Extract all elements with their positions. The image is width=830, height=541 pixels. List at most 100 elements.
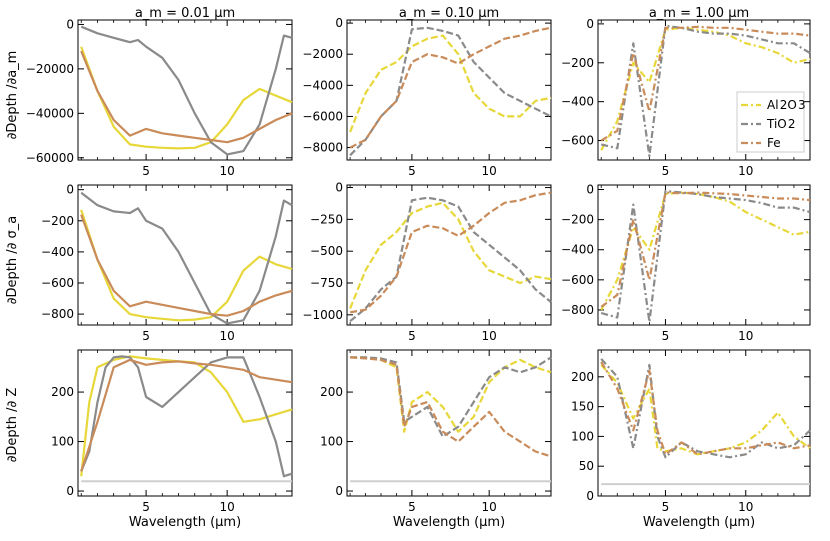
panel-r2c3-ytick-label: 0 (586, 183, 594, 197)
col-title-2: a_m = 0.10 μm (399, 6, 499, 21)
panel-r2c1-xtick-label: 5 (142, 329, 150, 343)
panel-r2c3-series-fe (600, 191, 811, 308)
panel-r1c3-xtick-label: 10 (738, 164, 753, 178)
panel-r1c1-ytick-label: 0 (66, 17, 74, 31)
panel-r2c1-ytick-label: −400 (41, 245, 74, 259)
panel-r1c2-ytick-label: −2000 (302, 47, 343, 61)
panel-r3c2-series-fe (350, 356, 552, 458)
panel-r1c3-ytick-label: −400 (561, 95, 594, 109)
panel-r3c3-xtick-label: 10 (738, 500, 753, 514)
panel-r3c2-ytick-label: 100 (320, 435, 343, 449)
panel-r3c1-series-al2o3 (80, 355, 293, 477)
xlabel-col-1: Wavelength (μm) (129, 515, 241, 530)
panel-r2c2-ytick-label: −500 (310, 244, 343, 258)
legend: Al 2O 3 TiO 2 Fe (736, 91, 806, 153)
panel-r1c3: 5 10 0 −200 −400 −600 Al 2O 3 TiO 2 Fe (561, 17, 811, 178)
panel-r2c1-series-al2o3 (80, 209, 293, 322)
panel-r2c1-frame (77, 184, 293, 326)
panel-r3c1-series-fe (80, 358, 293, 472)
panel-r2c2-series-al2o3 (349, 201, 552, 309)
panel-r3c1-xtick-label: 5 (142, 500, 150, 514)
panel-r3c3-series-fe (600, 361, 811, 456)
panel-r1c2-xtick-label: 10 (482, 164, 497, 178)
panel-r2c3-ytick-label: −600 (561, 273, 594, 287)
panel-r1c2-ytick-label: −4000 (302, 78, 343, 92)
row-ylabels: ∂Depth /∂a_m ∂Depth /∂ σ_a ∂Depth /∂ Z (5, 51, 20, 463)
panel-r2c1-ytick-label: 0 (66, 183, 74, 197)
panel-r1c1-ytick-label: −20000 (26, 62, 74, 76)
panel-r2c1-ytick-label: −600 (41, 276, 74, 290)
panel-r3c1-frame (77, 349, 293, 497)
col-title-1: a_m = 0.01 μm (135, 6, 235, 21)
xlabels: Wavelength (μm) Wavelength (μm) Waveleng… (129, 515, 755, 530)
xlabel-col-3: Wavelength (μm) (643, 515, 755, 530)
panel-r3c1-ytick-label: 100 (51, 435, 74, 449)
panel-r2c1-xtick-label: 10 (220, 329, 235, 343)
panel-r3c2-series-tio2 (350, 356, 552, 438)
panel-r1c2-ytick-label: −6000 (302, 109, 343, 123)
panel-r2c1-ytick-label: −800 (41, 307, 74, 321)
panel-r1c3-xtick-label: 5 (662, 164, 670, 178)
panel-r1c3-ytick-label: −600 (561, 134, 594, 148)
ylabel-row-2: ∂Depth /∂ σ_a (5, 216, 20, 304)
panel-r1c2-xtick-label: 5 (408, 164, 416, 178)
panel-r1c1-frame (77, 19, 293, 161)
panel-r1c3-series-al2o3 (600, 26, 811, 151)
panel-r1c1-xtick-label: 10 (220, 164, 235, 178)
panel-r3c2-ytick-label: 0 (335, 484, 343, 498)
panel-r1c3-ytick-label: 0 (586, 17, 594, 31)
panel-r2c2-frame (346, 184, 552, 326)
panel-r2c2-ytick-label: 0 (335, 181, 343, 195)
panel-r2c3-xtick-label: 10 (738, 329, 753, 343)
panel-r2c3-frame (597, 184, 811, 326)
panel-r1c1-ytick-label: −40000 (26, 106, 74, 120)
panel-r3c2-series-al2o3 (350, 356, 552, 433)
panel-r2c2: 5 10 0 −250 −500 −750 −1000 (302, 181, 552, 343)
ylabel-row-1: ∂Depth /∂a_m (5, 51, 20, 140)
panel-r2c3-ytick-label: −200 (561, 213, 594, 227)
panel-r3c1-series-tio2 (80, 355, 293, 478)
panel-r1c1-series-tio2 (80, 25, 293, 156)
legend-label: Al 2O 3 (767, 98, 806, 112)
panel-r3c3-ytick-label: 150 (571, 400, 594, 414)
panel-r1c2-ytick-label: 0 (335, 16, 343, 30)
panel-r3c1-ytick-label: 0 (66, 484, 74, 498)
panel-r1c2-series-tio2 (349, 26, 552, 157)
col-title-3: a_m = 1.00 μm (649, 6, 749, 21)
panel-r1c1: 5 10 0 −20000 −40000 −60000 (26, 17, 293, 178)
panel-r1c1-xtick-label: 5 (142, 164, 150, 178)
panel-r3c2-xtick-label: 5 (408, 500, 416, 514)
panel-r3c3-ytick-label: 100 (571, 429, 594, 443)
panel-r3c3-ytick-label: 0 (586, 489, 594, 503)
panel-r3c3-xtick-label: 5 (662, 500, 670, 514)
panel-r3c3-frame (597, 349, 811, 497)
panel-r3c2-xtick-label: 10 (482, 500, 497, 514)
panel-r2c2-ytick-label: −1000 (302, 308, 343, 322)
panel-r3c3-ytick-label: 50 (579, 459, 594, 473)
panel-r2c3-series-tio2 (600, 189, 811, 324)
panel-r3c3-series-al2o3 (600, 364, 811, 456)
panel-r2c3: 5 10 0 −200 −400 −600 −800 (561, 183, 811, 343)
panel-r3c3-ytick-label: 200 (571, 370, 594, 384)
panel-r2c3-xtick-label: 5 (662, 329, 670, 343)
panel-r2c1-series-fe (80, 214, 293, 317)
panel-r1c2-series-fe (349, 26, 552, 149)
panel-r3c1-ytick-label: 200 (51, 385, 74, 399)
panel-r1c2: 5 10 0 −2000 −4000 −6000 −8000 (302, 16, 552, 178)
panel-r3c1-xtick-label: 10 (220, 500, 235, 514)
panel-r1c3-ytick-label: −200 (561, 56, 594, 70)
panel-r1c1-series-fe (80, 50, 293, 144)
panel-r1c3-series-fe (600, 25, 811, 142)
xlabel-col-2: Wavelength (μm) (393, 515, 505, 530)
ylabel-row-3: ∂Depth /∂ Z (5, 388, 20, 463)
panel-r2c3-ytick-label: −400 (561, 243, 594, 257)
panel-r1c3-frame (597, 19, 811, 161)
panel-r1c1-ytick-label: −60000 (26, 151, 74, 165)
panel-r1c1-series-al2o3 (80, 46, 293, 150)
panel-r2c2-ytick-label: −750 (310, 276, 343, 290)
legend-label: Fe (767, 136, 781, 150)
panel-r1c2-ytick-label: −8000 (302, 141, 343, 155)
